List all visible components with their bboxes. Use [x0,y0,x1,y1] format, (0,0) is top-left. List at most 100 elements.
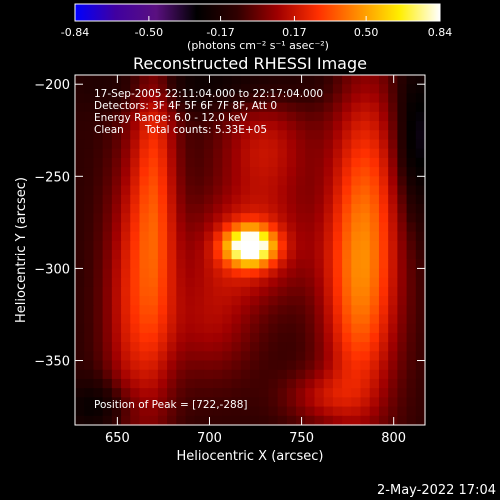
heatmap-cell [296,351,306,362]
heatmap-cell [250,388,260,398]
heatmap-cell [406,130,417,141]
heatmap-cell [415,397,426,408]
heatmap-cell [323,240,334,251]
heatmap-cell [185,378,196,389]
heatmap-cell [111,167,122,177]
heatmap-cell [231,388,242,398]
heatmap-cell [167,157,177,168]
heatmap-cell [323,388,334,398]
heatmap-cell [157,388,168,398]
heatmap-cell [268,222,279,233]
heatmap-cell [250,268,260,279]
heatmap-cell [369,332,380,343]
heatmap-cell [148,130,159,141]
heatmap-cell [351,360,362,371]
heatmap-cell [323,415,334,426]
heatmap-cell [360,111,371,122]
heatmap-cell [176,139,187,150]
heatmap-cell [415,121,426,131]
heatmap-cell [75,75,85,85]
heatmap-cell [84,305,95,316]
heatmap-cell [332,93,343,104]
heatmap-cell [84,250,95,260]
heatmap-cell [157,332,168,343]
heatmap-cell [130,194,141,205]
heatmap-cell [139,75,150,85]
heatmap-cell [222,157,233,168]
heatmap-cell [397,296,408,306]
heatmap-cell [111,185,122,196]
heatmap-cell [213,111,223,122]
heatmap-cell [323,231,334,242]
heatmap-cell [286,194,297,205]
heatmap-cell [268,360,279,371]
heatmap-cell [222,314,233,325]
heatmap-cell [185,167,196,177]
heatmap-cell [250,259,260,270]
heatmap-cell [342,342,352,352]
heatmap-cell [231,75,242,85]
heatmap-cell [84,332,95,343]
heatmap-cell [286,323,297,334]
heatmap-cell [148,240,159,251]
heatmap-cell [240,332,251,343]
heatmap-cell [314,250,325,260]
heatmap-cell [259,240,270,251]
heatmap-cell [213,397,223,408]
heatmap-cell [121,203,131,214]
colorbar-tick-label: 0.17 [282,26,307,39]
heatmap-cell [305,305,316,316]
heatmap-cell [93,148,104,159]
heatmap-cell [157,240,168,251]
heatmap-cell [286,185,297,196]
heatmap-cell [148,388,159,398]
colorbar-ticks: -0.84 -0.50 -0.17 0.17 0.50 0.84 [61,16,452,39]
heatmap-cell [323,130,334,141]
heatmap-cell [360,222,371,233]
heatmap-cell [351,296,362,306]
heatmap-cell [139,268,150,279]
heatmap-cell [296,268,306,279]
colorbar: -0.84 -0.50 -0.17 0.17 0.50 0.84 (photons cm⁻… [61,3,452,52]
heatmap-cell [296,314,306,325]
heatmap-cell [388,323,398,334]
colorbar-units: (photons cm⁻² s⁻¹ asec⁻²) [187,39,329,52]
heatmap-cell [323,167,334,177]
heatmap-cell [130,369,141,380]
heatmap-cell [75,268,85,279]
heatmap-cell [332,75,343,85]
heatmap-cell [167,342,177,352]
heatmap-cell [139,167,150,177]
heatmap-cell [176,194,187,205]
heatmap-cell [369,75,380,85]
heatmap-cell [406,415,417,426]
heatmap-cell [342,286,352,297]
heatmap-cell [259,167,270,177]
heatmap-cell [176,314,187,325]
heatmap-cell [314,240,325,251]
heatmap-cell [415,203,426,214]
heatmap-cell [93,213,104,223]
heatmap-cell [121,332,131,343]
heatmap-cell [351,167,362,177]
heatmap-cell [185,406,196,417]
heatmap-cell [369,259,380,270]
heatmap-cell [415,406,426,417]
heatmap-cell [259,130,270,141]
heatmap-cell [388,222,398,233]
heatmap-cell [323,194,334,205]
heatmap-cell [277,75,288,85]
heatmap-cell [351,194,362,205]
heatmap-cell [259,222,270,233]
heatmap-cell [351,240,362,251]
heatmap-cell [342,397,352,408]
heatmap-cell [415,250,426,260]
heatmap-cell [332,415,343,426]
heatmap-cell [415,157,426,168]
heatmap-cell [167,240,177,251]
heatmap-cell [388,268,398,279]
heatmap-cell [185,268,196,279]
heatmap-cell [259,415,270,426]
heatmap-cell [139,250,150,260]
heatmap-cell [222,222,233,233]
